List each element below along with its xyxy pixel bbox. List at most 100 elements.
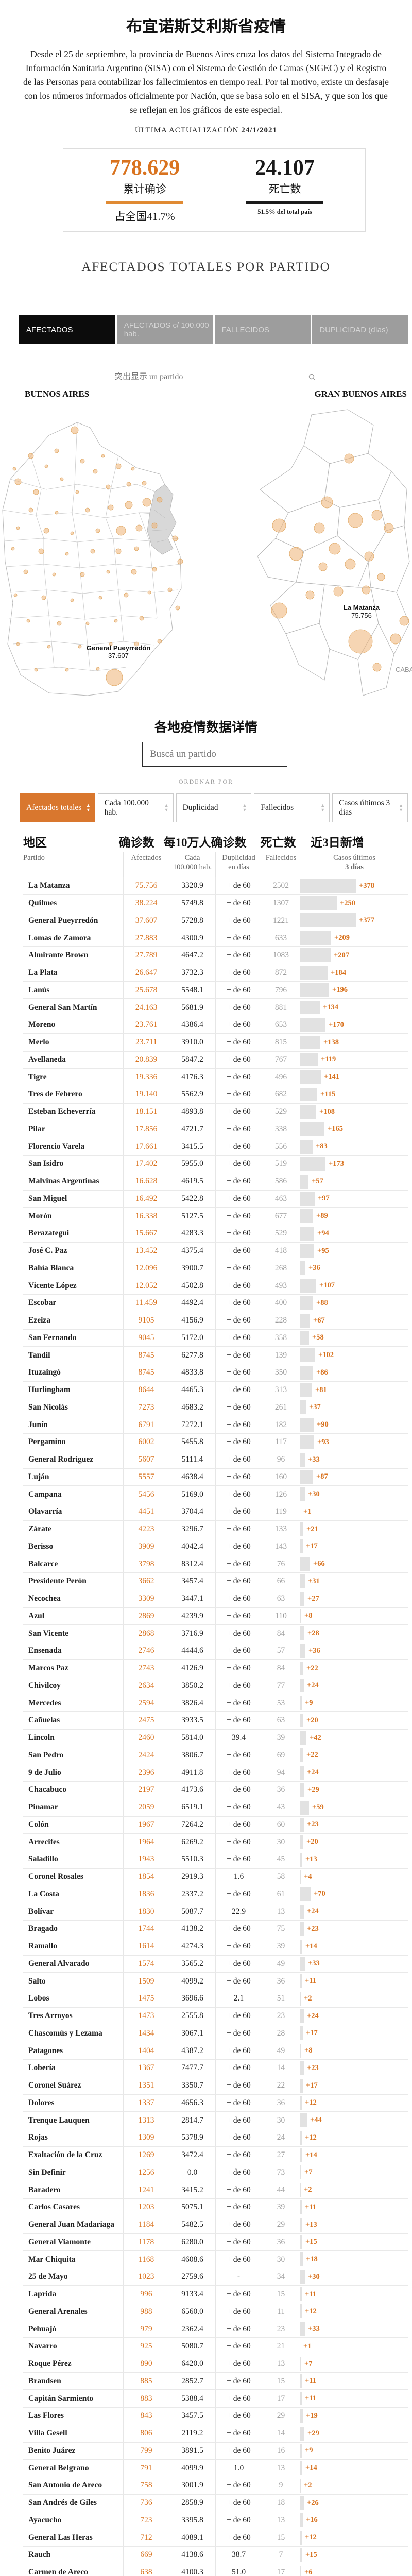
case-bubble[interactable] <box>71 426 79 434</box>
case-bubble[interactable] <box>372 663 382 672</box>
case-bubble[interactable] <box>390 633 401 645</box>
case-bubble[interactable] <box>314 522 325 534</box>
case-bubble[interactable] <box>11 547 15 551</box>
case-bubble[interactable] <box>139 616 144 621</box>
case-bubble[interactable] <box>108 504 114 511</box>
case-bubble[interactable] <box>131 467 135 471</box>
case-bubble[interactable] <box>272 518 286 533</box>
sort-button-3[interactable]: Duplicidad ▲ ▼ <box>176 793 252 822</box>
table-search-input[interactable] <box>143 742 287 766</box>
case-bubble[interactable] <box>55 511 59 515</box>
tab-2[interactable]: AFECTADOS c/ 100.000 hab. <box>116 315 213 344</box>
case-bubble[interactable] <box>16 526 20 530</box>
case-bubble[interactable] <box>101 454 105 458</box>
sort-button-1[interactable]: Afectados totales ▲ ▼ <box>20 793 95 822</box>
case-bubble[interactable] <box>115 548 122 554</box>
case-bubble[interactable] <box>106 669 123 686</box>
sort-button-4[interactable]: Fallecidos ▲ ▼ <box>254 793 330 822</box>
case-bubble[interactable] <box>78 645 82 649</box>
case-bubble[interactable] <box>38 548 44 554</box>
case-bubble[interactable] <box>344 453 354 464</box>
case-bubble[interactable] <box>14 478 22 485</box>
case-bubble[interactable] <box>52 572 56 577</box>
case-bubble[interactable] <box>96 667 100 671</box>
case-bubble[interactable] <box>126 482 131 487</box>
case-bubble[interactable] <box>305 590 315 600</box>
case-bubble[interactable] <box>44 464 48 468</box>
case-bubble[interactable] <box>134 641 139 647</box>
case-bubble[interactable] <box>54 448 59 453</box>
case-bubble[interactable] <box>33 489 39 495</box>
case-bubble[interactable] <box>65 552 69 556</box>
case-bubble[interactable] <box>333 586 344 597</box>
case-bubble[interactable] <box>28 453 34 459</box>
case-bubble[interactable] <box>85 621 90 625</box>
case-bubble[interactable] <box>116 526 126 536</box>
case-bubble[interactable] <box>135 524 143 532</box>
sort-button-2[interactable]: Cada 100.000 hab. ▲ ▼ <box>97 793 174 822</box>
case-bubble[interactable] <box>142 481 147 486</box>
map-search-input[interactable] <box>110 372 308 382</box>
case-bubble[interactable] <box>371 510 383 521</box>
case-bubble[interactable] <box>157 497 163 503</box>
case-bubble[interactable] <box>175 605 180 611</box>
case-bubble[interactable] <box>90 549 95 554</box>
case-bubble[interactable] <box>95 528 100 533</box>
case-bubble[interactable] <box>23 569 28 574</box>
tab-1[interactable]: AFECTADOS <box>19 315 115 344</box>
case-bubble[interactable] <box>106 570 110 574</box>
case-bubble[interactable] <box>142 498 151 507</box>
case-bubble[interactable] <box>34 668 38 672</box>
case-bubble[interactable] <box>47 645 51 649</box>
case-bubble[interactable] <box>106 484 111 489</box>
case-bubble[interactable] <box>131 569 137 575</box>
case-bubble[interactable] <box>271 602 287 619</box>
case-bubble[interactable] <box>16 642 20 646</box>
case-bubble[interactable] <box>70 598 74 602</box>
case-bubble[interactable] <box>151 522 158 529</box>
case-bubble[interactable] <box>43 528 49 534</box>
case-bubble[interactable] <box>345 558 356 570</box>
case-bubble[interactable] <box>152 567 157 572</box>
gran-buenos-aires-map[interactable] <box>247 407 412 706</box>
case-bubble[interactable] <box>124 592 129 598</box>
case-bubble[interactable] <box>348 629 373 654</box>
case-bubble[interactable] <box>134 546 139 551</box>
case-bubble[interactable] <box>60 477 64 481</box>
case-bubble[interactable] <box>75 490 79 494</box>
case-bubble[interactable] <box>167 587 173 592</box>
case-bubble[interactable] <box>177 558 183 565</box>
case-bubble[interactable] <box>289 547 303 561</box>
case-bubble[interactable] <box>362 585 371 595</box>
case-bubble[interactable] <box>377 573 385 581</box>
case-bubble[interactable] <box>399 616 409 626</box>
case-bubble[interactable] <box>13 593 18 597</box>
case-bubble[interactable] <box>172 535 178 541</box>
case-bubble[interactable] <box>147 590 151 595</box>
case-bubble[interactable] <box>41 595 46 600</box>
tab-3[interactable]: FALLECIDOS <box>214 315 311 344</box>
case-bubble[interactable] <box>125 501 133 509</box>
tab-4[interactable]: DUPLICIDAD (días) <box>312 315 408 344</box>
case-bubble[interactable] <box>57 621 62 626</box>
case-bubble[interactable] <box>318 562 328 571</box>
case-bubble[interactable] <box>109 642 113 646</box>
case-bubble[interactable] <box>115 463 122 469</box>
case-bubble[interactable] <box>93 469 98 474</box>
case-bubble[interactable] <box>12 467 16 471</box>
sort-button-5[interactable]: Casos últimos 3 días ▲ ▼ <box>332 793 408 822</box>
case-bubble[interactable] <box>80 459 85 464</box>
case-bubble[interactable] <box>329 543 341 555</box>
case-bubble[interactable] <box>26 619 30 623</box>
case-bubble[interactable] <box>80 572 85 577</box>
case-bubble[interactable] <box>70 531 74 535</box>
case-bubble[interactable] <box>85 507 90 513</box>
case-bubble[interactable] <box>98 596 102 600</box>
case-bubble[interactable] <box>28 507 33 513</box>
case-bubble[interactable] <box>348 513 363 528</box>
case-bubble[interactable] <box>114 619 118 623</box>
case-bubble[interactable] <box>65 668 69 672</box>
case-bubble[interactable] <box>321 496 333 509</box>
buenos-aires-map[interactable] <box>0 407 216 706</box>
case-bubble[interactable] <box>384 523 394 533</box>
